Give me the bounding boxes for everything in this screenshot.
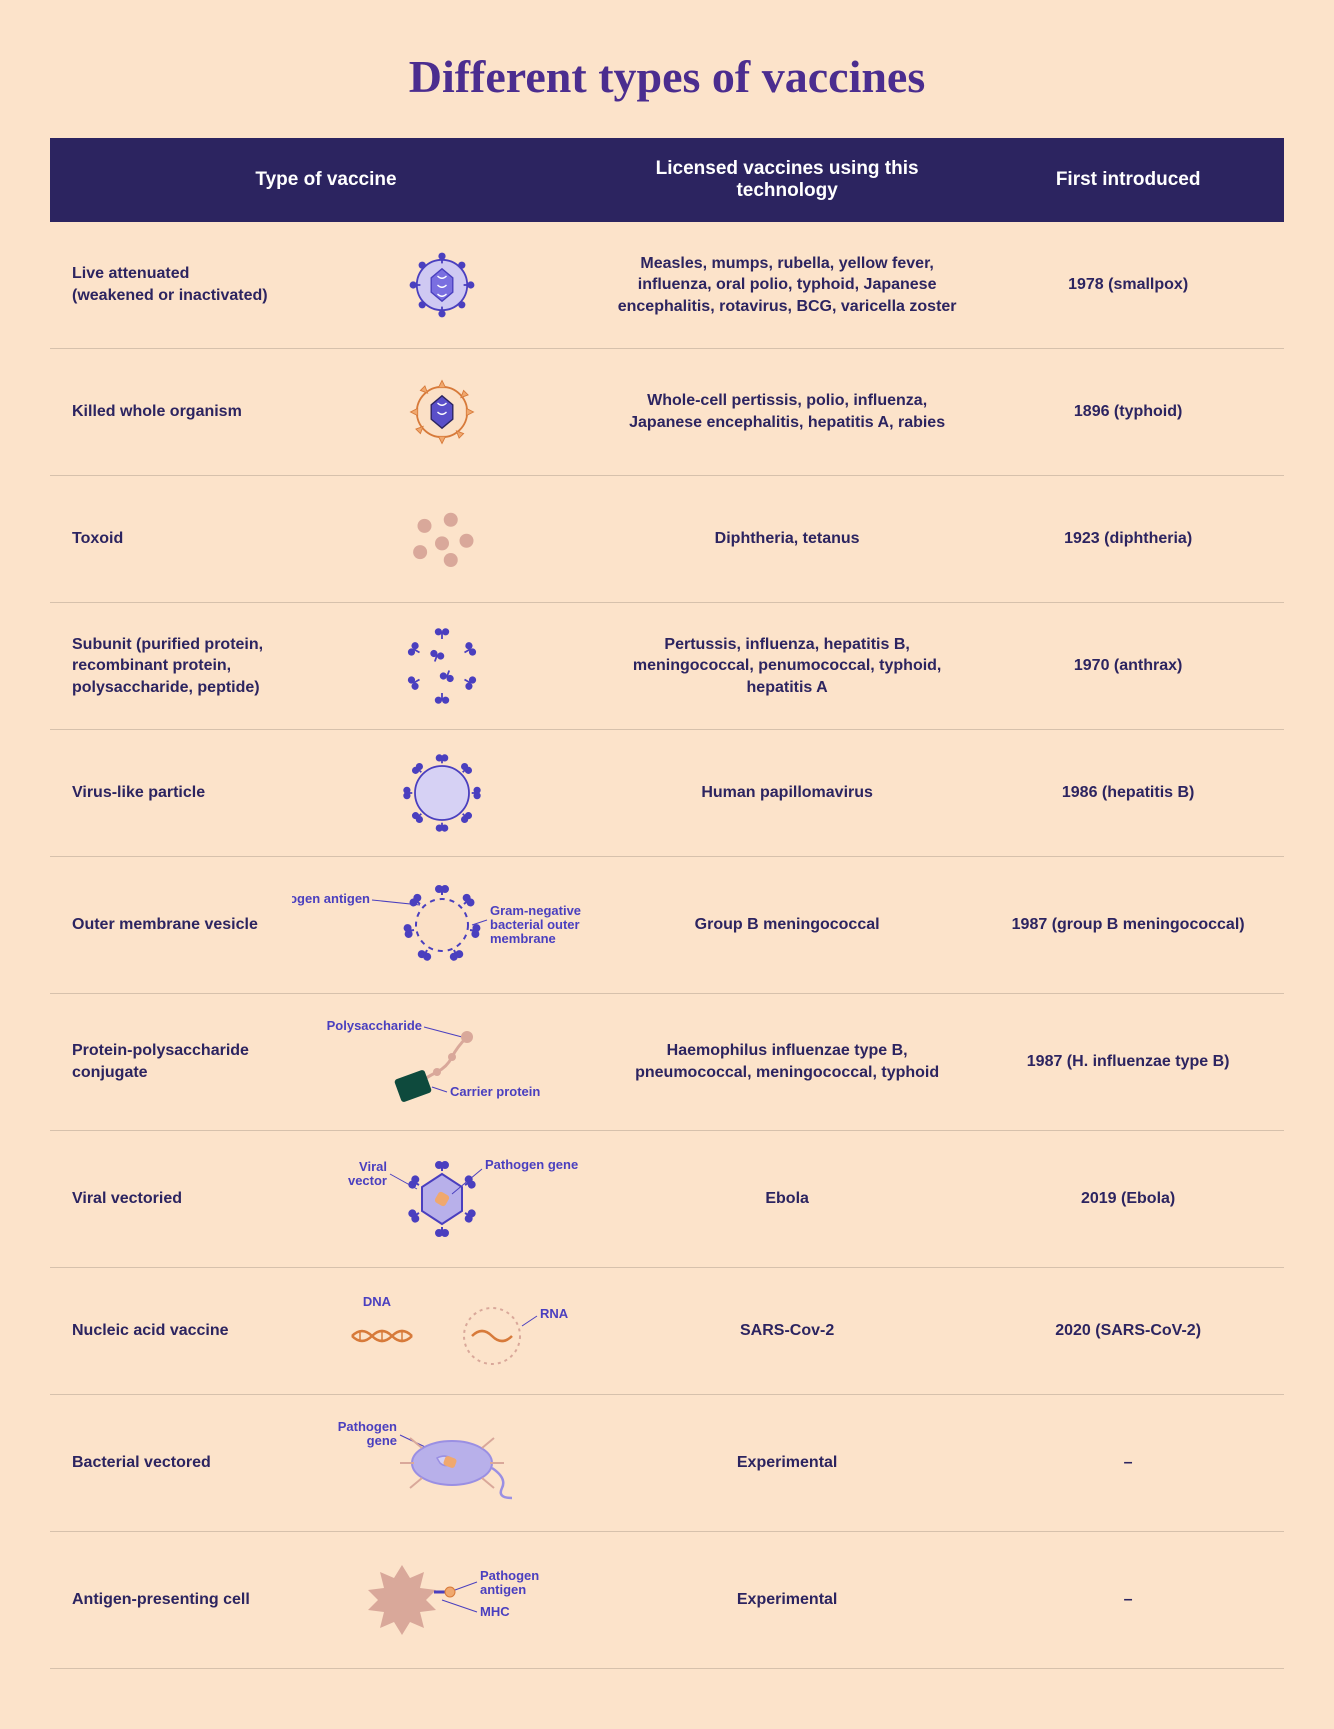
vaccine-table: Type of vaccine Licensed vaccines using … xyxy=(50,138,1284,1669)
page-title: Different types of vaccines xyxy=(50,50,1284,103)
type-label: Virus-like particle xyxy=(72,782,272,804)
licensed-cell: Pertussis, influenza, hepatitis B, menin… xyxy=(602,603,972,730)
icon-label: Pathogengene xyxy=(338,1419,397,1448)
subunit-icon xyxy=(292,621,592,711)
licensed-cell: SARS-Cov-2 xyxy=(602,1268,972,1395)
icon-label: Viralvector xyxy=(348,1159,387,1188)
table-row: Protein-polysaccharide conjugate Polysac… xyxy=(50,994,1284,1131)
table-row: Killed whole organism xyxy=(50,349,1284,476)
omv-icon: Pathogen antigen xyxy=(292,875,592,975)
type-label: Bacterial vectored xyxy=(72,1452,272,1474)
introduced-cell: 1987 (group B meningococcal) xyxy=(972,857,1284,994)
type-label: Subunit (purified protein, recombinant p… xyxy=(72,634,272,699)
introduced-cell: 1896 (typhoid) xyxy=(972,349,1284,476)
licensed-cell: Measles, mumps, rubella, yellow fever, i… xyxy=(602,222,972,349)
icon-label: Pathogen antigen xyxy=(292,891,370,906)
nucleic-acid-icon: DNA RNA xyxy=(292,1286,592,1376)
licensed-cell: Experimental xyxy=(602,1395,972,1532)
type-label: Live attenuated (weakened or inactivated… xyxy=(72,263,272,306)
type-label: Nucleic acid vaccine xyxy=(72,1320,272,1342)
introduced-cell: 1923 (diphtheria) xyxy=(972,476,1284,603)
icon-label: RNA xyxy=(540,1306,569,1321)
licensed-cell: Haemophilus influenzae type B, pneumococ… xyxy=(602,994,972,1131)
type-label: Toxoid xyxy=(72,528,272,550)
col-header-introduced: First introduced xyxy=(972,138,1284,222)
licensed-cell: Experimental xyxy=(602,1532,972,1669)
virus-icon xyxy=(292,367,592,457)
table-row: Antigen-presenting cell Pathogenantigen … xyxy=(50,1532,1284,1669)
icon-label: DNA xyxy=(363,1294,392,1309)
table-row: Viral vectoried Viralvector xyxy=(50,1131,1284,1268)
icon-label: Pathogen gene xyxy=(485,1157,578,1172)
vlp-icon xyxy=(292,748,592,838)
viral-vector-icon: Viralvector xyxy=(292,1149,592,1249)
type-label: Viral vectoried xyxy=(72,1188,272,1210)
icon-label: Pathogenantigen xyxy=(480,1568,539,1597)
virus-icon xyxy=(292,240,592,330)
introduced-cell: 1986 (hepatitis B) xyxy=(972,730,1284,857)
licensed-cell: Human papillomavirus xyxy=(602,730,972,857)
type-label: Outer membrane vesicle xyxy=(72,914,272,936)
type-label: Antigen-presenting cell xyxy=(72,1589,272,1611)
icon-label: Gram-negativebacterial outermembrane xyxy=(490,903,581,946)
licensed-cell: Group B meningococcal xyxy=(602,857,972,994)
col-header-licensed: Licensed vaccines using this technology xyxy=(602,138,972,222)
type-label: Protein-polysaccharide conjugate xyxy=(72,1040,272,1083)
table-row: Outer membrane vesicle Pathogen antigen xyxy=(50,857,1284,994)
introduced-cell: 2019 (Ebola) xyxy=(972,1131,1284,1268)
icon-label: MHC xyxy=(480,1604,510,1619)
toxoid-dots-icon xyxy=(292,494,592,584)
table-header-row: Type of vaccine Licensed vaccines using … xyxy=(50,138,1284,222)
icon-label: Carrier protein xyxy=(450,1084,540,1099)
introduced-cell: 1970 (anthrax) xyxy=(972,603,1284,730)
introduced-cell: – xyxy=(972,1395,1284,1532)
introduced-cell: 2020 (SARS-CoV-2) xyxy=(972,1268,1284,1395)
introduced-cell: 1987 (H. influenzae type B) xyxy=(972,994,1284,1131)
apc-icon: Pathogenantigen MHC xyxy=(292,1550,592,1650)
table-row: Toxoid xyxy=(50,476,1284,603)
table-row: Subunit (purified protein, recombinant p… xyxy=(50,603,1284,730)
conjugate-icon: Polysaccharide Carrier protein xyxy=(292,1012,592,1112)
table-row: Nucleic acid vaccine DNA RNA xyxy=(50,1268,1284,1395)
col-header-type: Type of vaccine xyxy=(50,138,602,222)
bacterium-icon: Pathogengene xyxy=(292,1413,592,1513)
type-label: Killed whole organism xyxy=(72,401,272,423)
licensed-cell: Ebola xyxy=(602,1131,972,1268)
table-row: Bacterial vectored Pathogengene xyxy=(50,1395,1284,1532)
licensed-cell: Diphtheria, tetanus xyxy=(602,476,972,603)
licensed-cell: Whole-cell pertissis, polio, influenza, … xyxy=(602,349,972,476)
icon-label: Polysaccharide xyxy=(327,1018,422,1033)
introduced-cell: – xyxy=(972,1532,1284,1669)
introduced-cell: 1978 (smallpox) xyxy=(972,222,1284,349)
table-row: Live attenuated (weakened or inactivated… xyxy=(50,222,1284,349)
table-row: Virus-like particle xyxy=(50,730,1284,857)
